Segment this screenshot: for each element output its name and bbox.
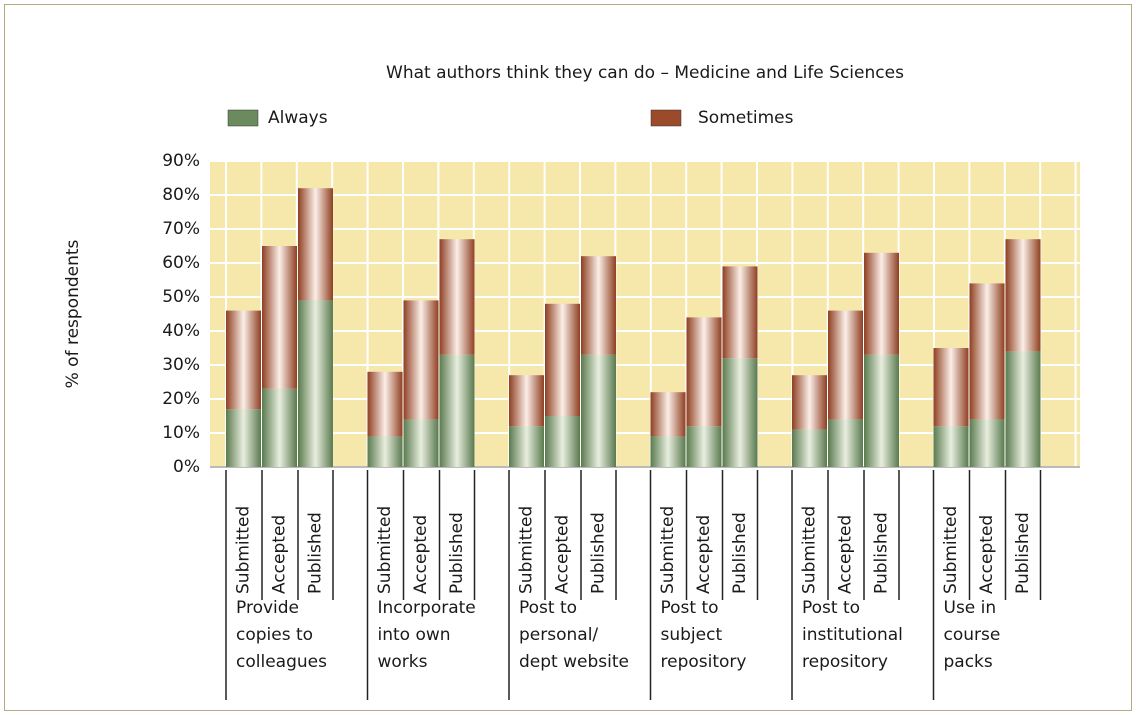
- sub-label: Published: [730, 512, 750, 594]
- sub-label: Submitted: [234, 506, 254, 594]
- bar-segment: [969, 419, 1005, 467]
- legend-swatch: [227, 109, 259, 127]
- y-tick-label: 50%: [162, 287, 200, 307]
- group-label: packs: [944, 652, 993, 672]
- bar-segment: [509, 375, 544, 427]
- bar-segment: [792, 375, 827, 430]
- sub-label: Published: [872, 512, 892, 594]
- y-tick-label: 60%: [162, 253, 200, 273]
- bar-segment: [403, 419, 439, 467]
- bar-segment: [686, 317, 722, 427]
- bar-segment: [1005, 239, 1041, 352]
- bar-segment: [545, 416, 580, 467]
- sub-label: Published: [589, 512, 609, 594]
- legend-label: Always: [268, 108, 328, 128]
- sub-label: Accepted: [553, 515, 573, 594]
- group-label: into own: [378, 625, 451, 645]
- group-label: Use in: [944, 598, 997, 618]
- sub-label: Published: [447, 512, 467, 594]
- bar-segment: [933, 426, 969, 467]
- bar-segment: [509, 426, 544, 467]
- sub-label: Accepted: [411, 515, 431, 594]
- bar-segment: [864, 252, 899, 355]
- bar-segment: [722, 358, 758, 467]
- bar-segment: [650, 392, 686, 437]
- sub-label: Submitted: [517, 506, 537, 594]
- chart-title: What authors think they can do – Medicin…: [386, 63, 904, 83]
- sub-label: Accepted: [977, 515, 997, 594]
- group-label: course: [944, 625, 1001, 645]
- sub-label: Submitted: [375, 506, 395, 594]
- sub-label: Accepted: [270, 515, 290, 594]
- sub-label: Submitted: [800, 506, 820, 594]
- bar-segment: [262, 246, 297, 389]
- bar-segment: [722, 266, 758, 359]
- sub-label: Published: [1013, 512, 1033, 594]
- group-label: Incorporate: [378, 598, 476, 618]
- bar-segment: [581, 354, 616, 467]
- group-label: Post to: [802, 598, 860, 618]
- y-tick-label: 20%: [162, 389, 200, 409]
- bar-segment: [686, 426, 722, 467]
- sub-label: Submitted: [941, 506, 961, 594]
- group-label: Post to: [661, 598, 719, 618]
- bar-segment: [367, 436, 403, 467]
- group-label: works: [378, 652, 428, 672]
- frame: [4, 4, 1132, 711]
- bar-segment: [439, 354, 475, 467]
- y-tick-label: 90%: [162, 151, 200, 171]
- bar-segment: [226, 310, 261, 410]
- legend-label: Sometimes: [698, 108, 794, 128]
- bar-segment: [581, 256, 616, 355]
- sub-label: Submitted: [658, 506, 678, 594]
- group-label: institutional: [802, 625, 903, 645]
- bar-segment: [439, 239, 475, 355]
- sub-label: Accepted: [836, 515, 856, 594]
- group-label: repository: [802, 652, 888, 672]
- bar-segment: [262, 388, 297, 467]
- y-tick-label: 80%: [162, 185, 200, 205]
- bar-segment: [403, 300, 439, 420]
- bar-segment: [828, 310, 863, 420]
- bar-segment: [298, 188, 333, 301]
- legend-swatch: [650, 109, 682, 127]
- bar-segment: [828, 419, 863, 467]
- group-label: Provide: [236, 598, 299, 618]
- y-tick-label: 10%: [162, 423, 200, 443]
- bar-segment: [298, 300, 333, 467]
- bar-segment: [933, 348, 969, 427]
- group-label: personal/: [519, 625, 598, 645]
- sub-label: Published: [306, 512, 326, 594]
- y-tick-label: 40%: [162, 321, 200, 341]
- group-label: copies to: [236, 625, 313, 645]
- group-label: subject: [661, 625, 723, 645]
- bar-segment: [864, 354, 899, 467]
- bar-segment: [969, 283, 1005, 420]
- group-label: Post to: [519, 598, 577, 618]
- group-label: colleagues: [236, 652, 327, 672]
- bar-segment: [226, 409, 261, 467]
- sub-label: Accepted: [694, 515, 714, 594]
- bar-segment: [545, 303, 580, 416]
- y-tick-label: 30%: [162, 355, 200, 375]
- bar-segment: [1005, 351, 1041, 467]
- bar-segment: [650, 436, 686, 467]
- bar-segment: [367, 371, 403, 437]
- y-tick-label: 0%: [173, 457, 200, 477]
- group-label: repository: [661, 652, 747, 672]
- bar-segment: [792, 429, 827, 467]
- group-label: dept website: [519, 652, 629, 672]
- y-axis-label: % of respondents: [63, 239, 83, 388]
- y-tick-label: 70%: [162, 219, 200, 239]
